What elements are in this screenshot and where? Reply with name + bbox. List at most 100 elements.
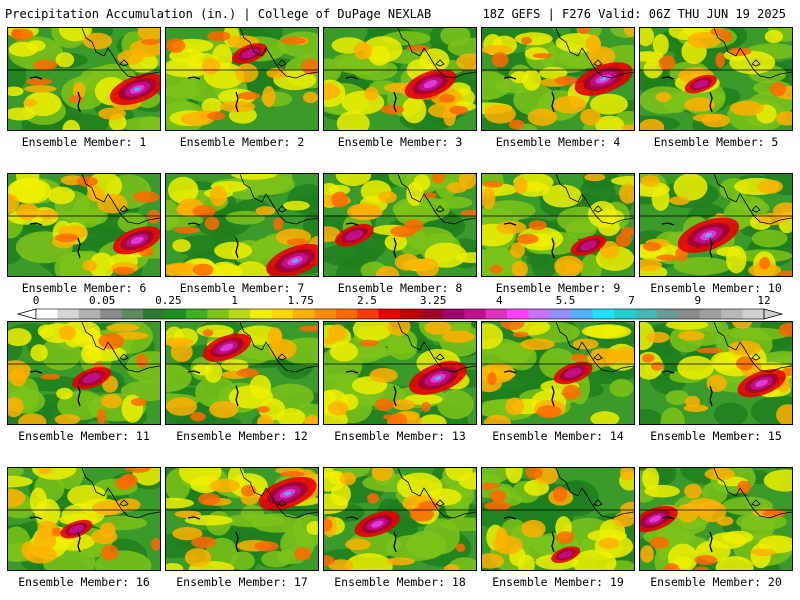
colorbar-label: 0.25 [155,294,182,307]
colorbar-swatch [656,309,679,319]
precip-map [7,321,161,425]
colorbar-swatch [485,309,508,319]
colorbar-scale [16,308,784,320]
member-caption: Ensemble Member: 8 [337,281,463,295]
precip-map [323,173,477,277]
colorbar-min-arrow [16,308,37,320]
precip-field [166,468,318,570]
colorbar-swatch [207,309,229,319]
colorbar-swatch [250,309,272,319]
colorbar-swatch [335,309,358,319]
colorbar-swatch [528,309,551,319]
colorbar-label: 4 [495,294,503,307]
precip-map [481,173,635,277]
colorbar-label: 1 [231,294,238,307]
precip-field [482,468,634,570]
colorbar-swatch [635,309,658,319]
colorbar-swatch [36,309,58,319]
precip-field [8,174,160,276]
colorbar-swatch [78,309,101,319]
member-caption: Ensemble Member: 1 [21,135,147,149]
colorbar-swatch [400,309,422,319]
precip-field [8,468,160,570]
precip-map [7,173,161,277]
colorbar-swatch [57,309,80,319]
member-caption: Ensemble Member: 2 [179,135,305,149]
member-caption: Ensemble Member: 9 [495,281,621,295]
member-caption: Ensemble Member: 20 [650,575,782,589]
precip-map [323,27,477,131]
precip-field [324,322,476,424]
colorbar-label: 0 [32,294,40,307]
colorbar-swatch [592,309,615,319]
colorbar-swatch [378,309,401,319]
member-caption: Ensemble Member: 14 [492,429,624,443]
colorbar-swatch [507,309,529,319]
colorbar-swatch [100,309,122,319]
colorbar-swatch [185,309,208,319]
precip-field [324,28,476,130]
map-title: Precipitation Accumulation (in.) | Colle… [5,7,432,21]
member-caption: Ensemble Member: 6 [21,281,147,295]
colorbar-swatch [143,309,165,319]
precip-field [166,174,318,276]
precip-map [481,27,635,131]
member-caption: Ensemble Member: 18 [334,575,466,589]
colorbar-swatch [357,309,379,319]
precip-field [640,322,792,424]
precip-colorbar: 0 0.05 0.25 1 1.75 2.5 3.25 4 5.5 7 9 12 [0,294,800,320]
colorbar-swatch [292,309,315,319]
member-caption: Ensemble Member: 10 [650,281,782,295]
colorbar-label: 12 [757,294,771,307]
colorbar-label: 5.5 [555,294,576,307]
precip-map [639,27,793,131]
precip-map [481,321,635,425]
member-caption: Ensemble Member: 7 [179,281,305,295]
member-caption: Ensemble Member: 11 [18,429,150,443]
precip-field [324,174,476,276]
colorbar-swatch [699,309,722,319]
colorbar-swatch [121,309,144,319]
run-valid-time: 18Z GEFS | F276 Valid: 06Z THU JUN 19 20… [482,7,786,21]
colorbar-swatch [571,309,593,319]
colorbar-swatch [678,309,701,319]
precip-map [165,321,319,425]
precip-map [7,27,161,131]
precip-map [639,321,793,425]
precip-field [482,174,634,276]
precip-field [324,468,476,570]
precip-map [165,467,319,571]
member-caption: Ensemble Member: 3 [337,135,463,149]
precip-map [7,467,161,571]
colorbar-swatch [421,309,444,319]
colorbar-label: 2.5 [356,294,377,307]
member-caption: Ensemble Member: 5 [653,135,779,149]
precip-field [640,28,792,130]
colorbar-swatch [614,309,636,319]
member-caption: Ensemble Member: 4 [495,135,621,149]
precip-field [640,468,792,570]
precip-field [166,28,318,130]
precip-map [165,173,319,277]
colorbar-label: 9 [694,294,702,307]
colorbar-label: 0.05 [88,294,116,307]
precip-field [8,322,160,424]
colorbar-label: 7 [628,294,635,307]
precip-map [323,467,477,571]
colorbar-swatch [721,309,743,319]
colorbar-swatch [464,309,486,319]
member-caption: Ensemble Member: 19 [492,575,624,589]
colorbar-swatch [742,309,765,319]
colorbar-swatch [549,309,572,319]
precip-map [165,27,319,131]
colorbar-label: 1.75 [287,294,314,307]
member-caption: Ensemble Member: 15 [650,429,782,443]
precip-map [639,467,793,571]
precip-field [166,322,318,424]
header: Precipitation Accumulation (in.) | Colle… [0,0,800,26]
colorbar-swatch [164,309,187,319]
colorbar-swatch [314,309,337,319]
precip-field [640,174,792,276]
precip-field [8,28,160,130]
precip-field [482,28,634,130]
